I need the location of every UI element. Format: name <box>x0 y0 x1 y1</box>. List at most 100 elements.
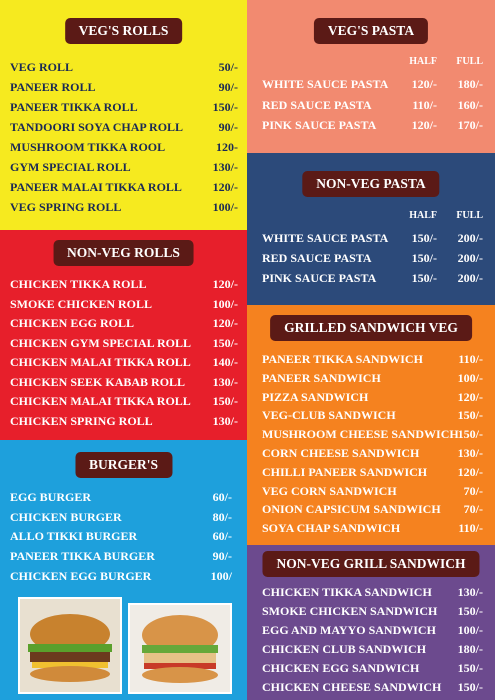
item-name: PINK SAUCE PASTA <box>262 118 377 132</box>
column-header: FULL <box>456 56 483 67</box>
item-name: SOYA CHAP SANDWICH <box>262 521 401 536</box>
item-name: PANEER MALAI TIKKA ROLL <box>10 180 182 194</box>
item-price: 60/- <box>212 490 232 504</box>
item-name: GYM SPECIAL ROLL <box>10 160 131 174</box>
item-name: CHICKEN MALAI TIKKA ROLL <box>10 394 191 408</box>
item-price: 150/- <box>457 408 483 423</box>
item-name: CHICKEN SPRING ROLL <box>10 413 153 428</box>
item-price: 130/- <box>457 446 483 460</box>
item-name: WHITE SAUCE PASTA <box>262 77 389 91</box>
item-price: 200/- <box>457 231 483 245</box>
item-name: EGG BURGER <box>10 490 92 504</box>
item-price: 100/ <box>210 568 232 583</box>
item-price: 150/- <box>212 394 238 408</box>
item-price: 120/- <box>212 316 238 330</box>
item-price: 70/- <box>463 502 483 517</box>
item-name: VEG ROLL <box>10 60 74 74</box>
item-price: 110/- <box>412 97 437 112</box>
item-price: 150/- <box>411 251 437 265</box>
item-price: 130/- <box>212 160 238 174</box>
item-name: CHICKEN EGG BURGER <box>10 568 152 583</box>
item-name: ONION CAPSICUM SANDWICH <box>262 502 441 517</box>
item-price: 120- <box>216 140 238 154</box>
item-name: VEG CORN SANDWICH <box>262 483 397 498</box>
item-name: PANEER ROLL <box>10 80 96 94</box>
item-name: CHICKEN GYM SPECIAL ROLL <box>10 335 192 350</box>
item-name: CHICKEN SEEK KABAB ROLL <box>10 374 186 389</box>
item-name: CHICKEN EGG SANDWICH <box>262 661 420 675</box>
item-price: 150/- <box>411 271 437 285</box>
item-price: 150/- <box>212 335 238 350</box>
item-name: SMOKE CHICKEN SANDWICH <box>262 604 438 618</box>
item-price: 180/- <box>457 642 483 656</box>
item-name: TANDOORI SOYA CHAP ROLL <box>10 120 184 134</box>
item-price: 90/- <box>218 80 238 94</box>
item-price: 80/- <box>212 509 232 524</box>
item-name: PANEER TIKKA SANDWICH <box>262 352 423 366</box>
item-name: EGG AND MAYYO SANDWICH <box>262 623 436 637</box>
item-price: 120/- <box>411 118 437 132</box>
item-name: CHICKEN TIKKA ROLL <box>10 277 147 291</box>
item-name: VEG-CLUB SANDWICH <box>262 408 396 423</box>
item-price: 150/- <box>457 604 483 618</box>
column-header: HALF <box>409 210 437 221</box>
item-name: CHICKEN CLUB SANDWICH <box>262 642 427 656</box>
item-name: ALLO TIKKI BURGER <box>10 529 138 544</box>
burger-drawing <box>28 614 112 682</box>
section-title: NON-VEG PASTA <box>302 171 440 197</box>
item-price: 120/- <box>212 277 238 291</box>
item-price: 120/- <box>411 77 437 91</box>
item-price: 180/- <box>457 77 483 91</box>
item-name: CORN CHEESE SANDWICH <box>262 446 420 460</box>
item-name: CHICKEN EGG ROLL <box>10 316 135 330</box>
item-price: 120/- <box>457 464 483 479</box>
item-price: 160/- <box>457 97 483 112</box>
item-price: 70/- <box>463 483 483 498</box>
item-price: 90/- <box>218 120 238 134</box>
item-name: PINK SAUCE PASTA <box>262 271 377 285</box>
item-price: 110/- <box>458 352 483 366</box>
item-price: 150/- <box>457 427 483 442</box>
item-name: CHICKEN TIKKA SANDWICH <box>262 585 432 599</box>
menu-section: NON-VEG GRILL SANDWICH CHICKEN TIKKA SAND… <box>247 545 495 700</box>
menu-section: VEG'S PASTA HALF FULL WHITE SAUCE PASTA 120/… <box>247 0 495 153</box>
item-price: 150/- <box>457 680 483 694</box>
item-name: PIZZA SANDWICH <box>262 389 369 404</box>
item-name: CHICKEN CHEESE SANDWICH <box>262 680 442 694</box>
item-name: CHICKEN MALAI TIKKA ROLL <box>10 355 191 369</box>
item-price: 130/- <box>457 585 483 599</box>
menu-section: VEG'S ROLLS VEG ROLL 50/- PANEER ROLL 90/- PA… <box>0 0 247 230</box>
section-title: BURGER'S <box>74 452 173 478</box>
menu-section: NON-VEG PASTA HALF FULL WHITE SAUCE PASTA 15… <box>247 153 495 305</box>
section-title: VEG'S ROLLS <box>64 18 183 44</box>
item-price: 150/- <box>411 231 437 245</box>
item-price: 100/- <box>457 623 483 637</box>
item-price: 110/- <box>458 521 483 536</box>
item-name: RED SAUCE PASTA <box>262 251 372 265</box>
item-name: RED SAUCE PASTA <box>262 97 372 112</box>
column-header: FULL <box>456 210 483 221</box>
item-name: PANEER SANDWICH <box>262 370 381 385</box>
item-name: PANEER TIKKA ROLL <box>10 100 138 114</box>
item-name: MUSHROOM CHEESE SANDWICH <box>262 427 459 442</box>
item-price: 120/- <box>212 180 238 194</box>
item-price: 130/- <box>212 413 238 428</box>
section-title: VEG'S PASTA <box>313 18 429 44</box>
burger-drawing <box>142 615 218 683</box>
item-name: SMOKE CHICKEN ROLL <box>10 296 153 311</box>
section-title: NON-VEG ROLLS <box>53 240 194 266</box>
item-price: 120/- <box>457 389 483 404</box>
menu-section: GRILLED SANDWICH VEG PANEER TIKKA SANDWIC… <box>247 305 495 545</box>
item-price: 60/- <box>212 529 232 544</box>
item-price: 150/- <box>212 100 238 114</box>
item-price: 150/- <box>457 661 483 675</box>
item-price: 200/- <box>457 251 483 265</box>
item-name: PANEER TIKKA BURGER <box>10 549 155 564</box>
item-name: CHILLI PANEER SANDWICH <box>262 464 428 479</box>
item-name: WHITE SAUCE PASTA <box>262 231 389 245</box>
item-price: 200/- <box>457 271 483 285</box>
section-title: NON-VEG GRILL SANDWICH <box>262 551 480 577</box>
burger-photo <box>18 597 122 694</box>
item-price: 100/- <box>457 370 483 385</box>
